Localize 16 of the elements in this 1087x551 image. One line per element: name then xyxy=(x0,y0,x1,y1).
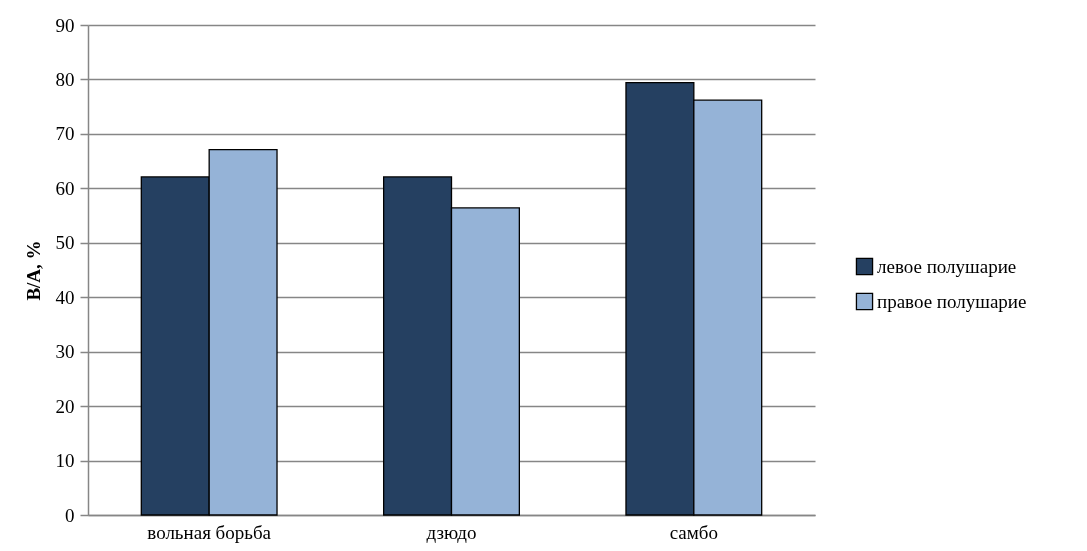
x-tick-label: дзюдо xyxy=(426,521,477,543)
x-tick-label: самбо xyxy=(669,521,718,543)
y-tick-label: 0 xyxy=(65,504,75,526)
y-tick-label: 90 xyxy=(55,14,75,36)
y-tick-label: 10 xyxy=(55,450,75,472)
y-tick-label: 70 xyxy=(55,123,75,145)
x-tick-label: вольная борьба xyxy=(147,521,272,543)
legend-label: левое полушарие xyxy=(877,255,1017,277)
y-tick-label: 60 xyxy=(55,177,75,199)
y-tick-label: 50 xyxy=(55,232,75,254)
y-tick-label: 40 xyxy=(55,286,75,308)
y-tick-label: 20 xyxy=(55,395,75,417)
legend-label: правое полушарие xyxy=(877,290,1027,312)
y-axis-title: В/А, % xyxy=(22,240,44,301)
y-tick-label: 80 xyxy=(55,68,75,90)
y-tick-label: 30 xyxy=(55,341,75,363)
